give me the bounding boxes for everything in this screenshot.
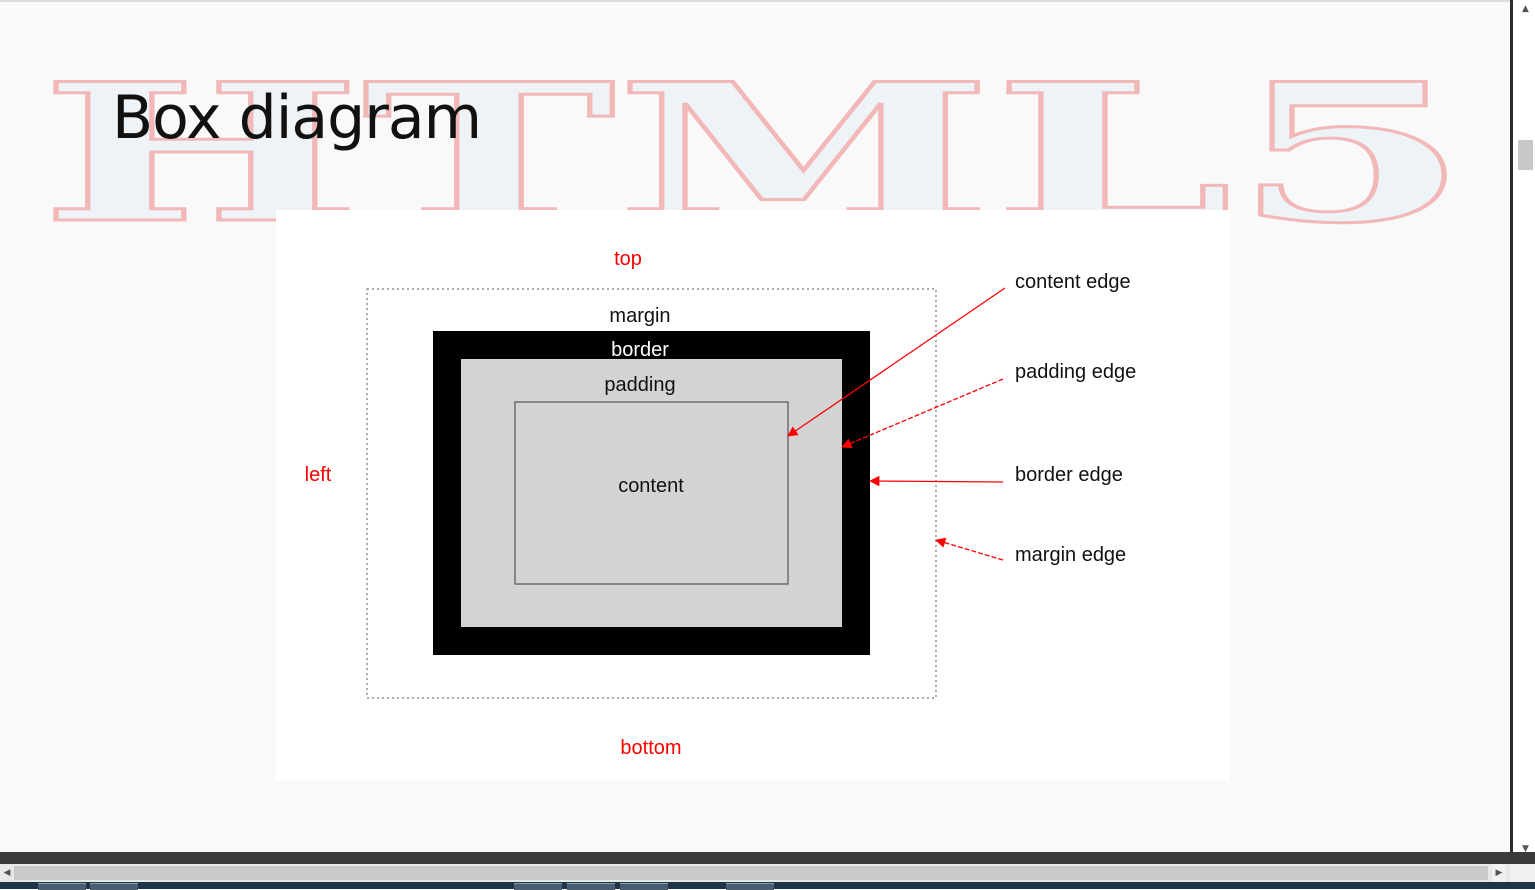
edge-label-padding: padding edge	[1015, 361, 1136, 383]
taskbar-button[interactable]	[726, 883, 774, 890]
edge-label-content: content edge	[1015, 271, 1131, 293]
layer-label-padding: padding	[604, 374, 675, 396]
scroll-right-icon[interactable]: ▶	[1492, 864, 1506, 882]
horizontal-scrollbar[interactable]: ◀ ▶	[0, 864, 1535, 882]
horizontal-scroll-thumb[interactable]	[14, 866, 1488, 880]
scrollbar-corner	[1510, 864, 1535, 882]
slide-title: Box diagram	[112, 83, 482, 153]
side-label-top: top	[614, 248, 642, 270]
taskbar-button[interactable]	[620, 883, 668, 890]
content-edge-arrow	[787, 287, 1006, 437]
taskbar-button[interactable]	[514, 883, 562, 890]
edge-label-border: border edge	[1015, 464, 1123, 486]
margin-box	[366, 288, 937, 699]
margin-edge-arrow	[935, 537, 1004, 561]
layer-label-border: border	[611, 339, 669, 361]
scroll-up-icon[interactable]: ▲	[1522, 4, 1529, 14]
box-model-svg: top bottom left margin border padding co…	[305, 248, 1137, 759]
top-divider	[0, 0, 1510, 2]
side-label-left: left	[305, 464, 332, 486]
taskbar-button[interactable]	[567, 883, 615, 890]
window-bottom-band	[0, 852, 1535, 864]
content-box	[514, 401, 789, 585]
layer-label-content: content	[618, 475, 684, 497]
padding-edge-arrow	[841, 378, 1004, 449]
taskbar-button[interactable]	[90, 883, 138, 890]
layer-label-margin: margin	[609, 305, 670, 327]
vertical-scrollbar[interactable]: ▲ ▼	[1510, 0, 1535, 860]
box-model-figure: top bottom left margin border padding co…	[276, 210, 1230, 780]
border-edge-arrow	[868, 475, 1004, 487]
scroll-down-icon[interactable]: ▼	[1522, 844, 1529, 854]
vertical-scroll-thumb[interactable]	[1518, 140, 1533, 170]
edge-label-margin: margin edge	[1015, 544, 1126, 566]
side-label-bottom: bottom	[620, 737, 681, 759]
scroll-left-icon[interactable]: ◀	[3, 868, 11, 878]
taskbar-button[interactable]	[38, 883, 86, 890]
slide-canvas: HTML5 Box diagram top bottom left margin	[0, 0, 1510, 780]
